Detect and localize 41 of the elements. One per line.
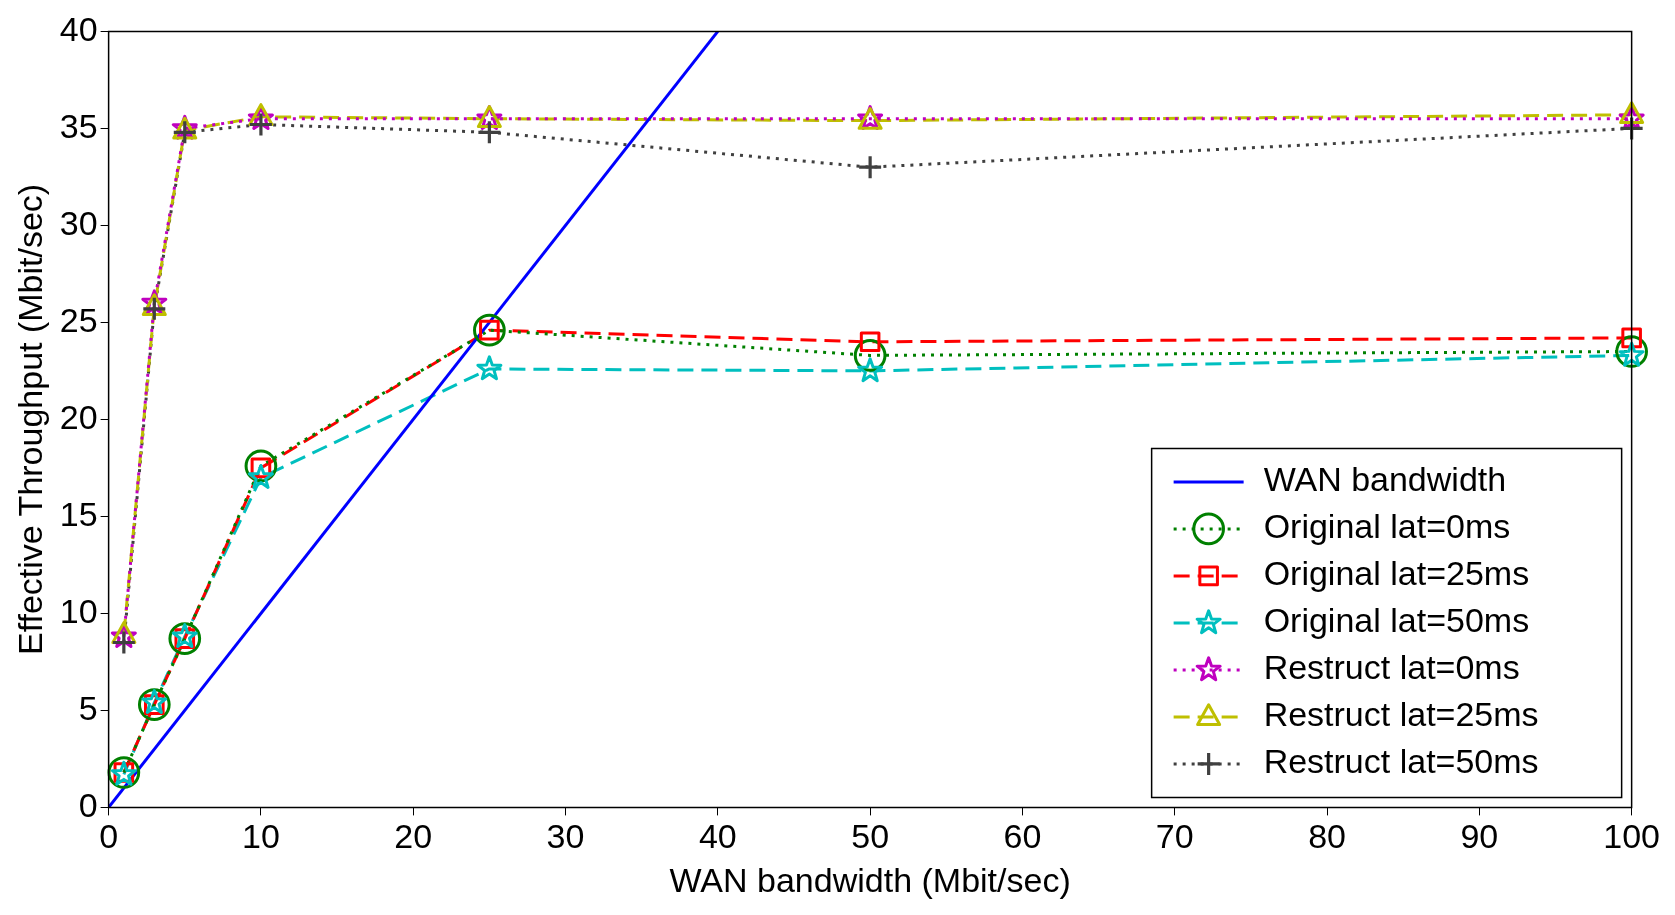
legend-label: Restruct lat=25ms — [1263, 695, 1539, 734]
y-tick-label: 10 — [59, 591, 98, 630]
point — [168, 622, 202, 655]
x-tick-label: 50 — [851, 817, 890, 856]
point — [173, 121, 196, 144]
y-tick-label: 40 — [59, 9, 98, 48]
y-tick-label: 30 — [59, 203, 98, 242]
x-tick-label: 100 — [1603, 817, 1660, 856]
y-axis-title: Effective Throughput (Mbit/sec) — [10, 183, 49, 655]
x-tick-label: 70 — [1155, 817, 1194, 856]
y-tick-label: 5 — [78, 688, 98, 727]
x-tick-label: 20 — [394, 817, 433, 856]
legend-label: Original lat=50ms — [1263, 601, 1530, 640]
point — [478, 121, 501, 144]
point — [1619, 101, 1645, 125]
y-tick-label: 0 — [78, 785, 98, 824]
point — [249, 113, 272, 136]
point — [857, 357, 884, 383]
point — [473, 313, 506, 347]
point — [1621, 327, 1642, 349]
x-tick-label: 40 — [698, 817, 737, 856]
x-axis-title: WAN bandwidth (Mbit/sec) — [669, 860, 1071, 899]
point — [476, 355, 503, 381]
x-tick-label: 90 — [1460, 817, 1499, 856]
x-tick-label: 60 — [1003, 817, 1042, 856]
x-tick-label: 80 — [1308, 817, 1346, 856]
x-tick-label: 10 — [242, 817, 280, 856]
legend-label: Restruct lat=0ms — [1263, 648, 1520, 687]
point — [137, 688, 171, 721]
point — [112, 631, 135, 654]
legend-label: Restruct lat=50ms — [1263, 742, 1539, 781]
y-tick-label: 20 — [59, 397, 98, 436]
legend-label: Original lat=0ms — [1263, 507, 1511, 546]
point — [859, 331, 881, 353]
y-tick-label: 25 — [59, 300, 98, 339]
x-tick-label: 30 — [546, 817, 585, 856]
y-tick-label: 15 — [59, 494, 98, 533]
y-tick-label: 35 — [59, 106, 98, 145]
legend-label: WAN bandwidth — [1263, 460, 1507, 499]
legend-label: Original lat=25ms — [1263, 554, 1530, 593]
point — [859, 156, 882, 179]
